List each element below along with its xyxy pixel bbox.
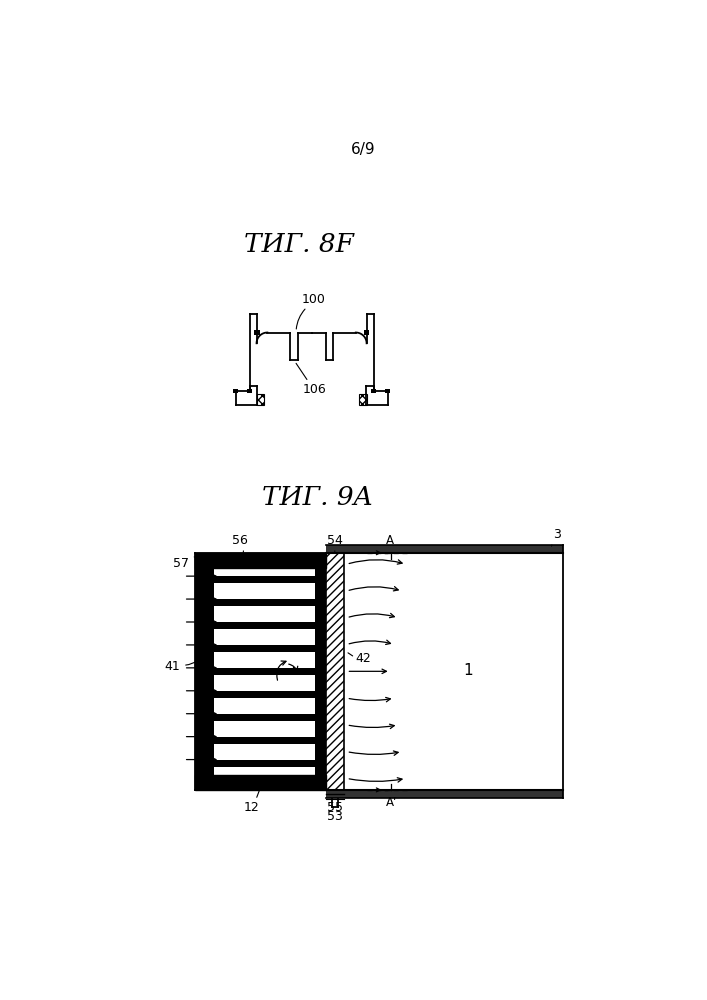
Text: 55: 55 — [327, 801, 343, 814]
Text: 53: 53 — [327, 810, 343, 823]
Text: A': A' — [386, 796, 397, 809]
Bar — [214, 668, 315, 675]
Bar — [363, 330, 368, 335]
Bar — [195, 553, 327, 568]
Text: 1: 1 — [463, 663, 473, 678]
Text: ΤИГ. 9A: ΤИГ. 9A — [262, 485, 373, 510]
Text: 42: 42 — [355, 652, 370, 666]
Text: 54: 54 — [327, 534, 343, 547]
Bar — [315, 568, 327, 774]
Bar — [327, 790, 563, 798]
Bar — [233, 389, 238, 393]
Bar — [247, 389, 252, 393]
Text: 41: 41 — [164, 660, 180, 673]
Text: ΤИГ. 8F: ΤИГ. 8F — [244, 232, 354, 257]
Bar — [359, 394, 367, 405]
Bar — [385, 389, 390, 393]
Bar — [327, 545, 563, 553]
Bar — [255, 330, 259, 335]
Bar — [214, 576, 315, 583]
Bar — [214, 599, 315, 606]
Bar — [257, 394, 264, 405]
Bar — [214, 714, 315, 721]
Bar — [364, 330, 369, 335]
Bar — [214, 645, 315, 652]
Bar — [214, 622, 315, 629]
Text: 100: 100 — [301, 293, 325, 306]
Text: 6/9: 6/9 — [351, 142, 375, 157]
Bar — [195, 774, 327, 790]
Bar — [214, 760, 315, 767]
Text: 106: 106 — [303, 383, 327, 396]
Bar — [195, 568, 214, 774]
Text: 12: 12 — [243, 801, 259, 814]
Text: 56: 56 — [232, 534, 247, 547]
Bar — [371, 389, 376, 393]
Text: A: A — [386, 534, 394, 547]
Bar — [214, 691, 315, 698]
Bar — [255, 330, 259, 335]
Bar — [327, 553, 344, 790]
Bar — [214, 737, 315, 744]
Text: 57: 57 — [173, 557, 189, 570]
Text: 3: 3 — [554, 528, 561, 541]
